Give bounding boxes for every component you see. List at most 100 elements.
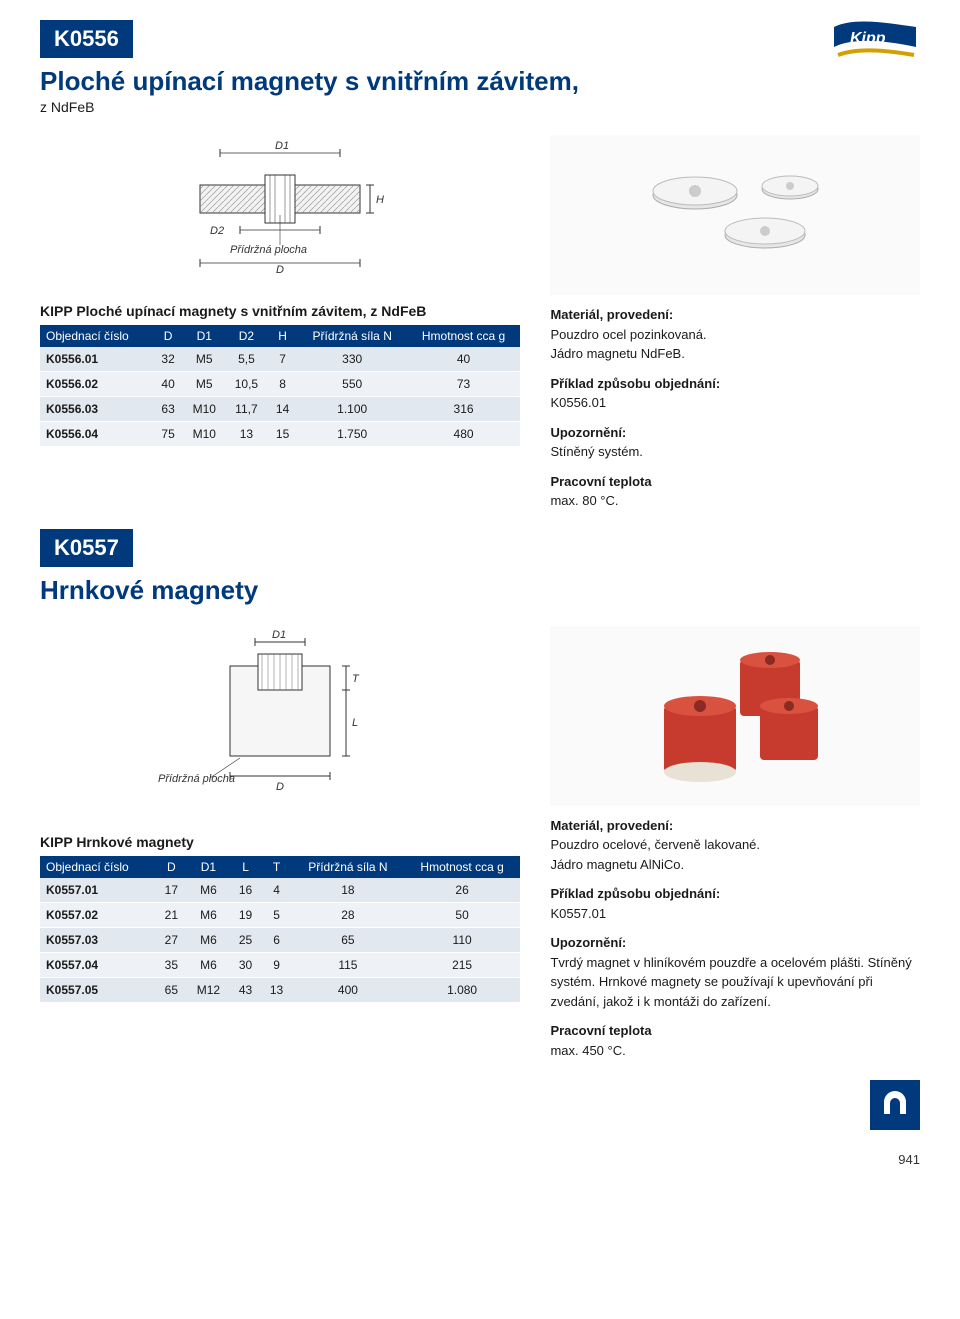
info-text: max. 80 °C. (550, 491, 920, 511)
th: L (230, 856, 261, 878)
table-cell: 73 (407, 372, 521, 397)
table-cell: 110 (404, 927, 521, 952)
info-heading: Příklad způsobu objednání: (550, 374, 920, 394)
table-cell: 40 (153, 372, 183, 397)
table-cell: K0557.01 (40, 878, 156, 903)
table-cell: K0557.04 (40, 952, 156, 977)
table-cell: 11,7 (225, 397, 267, 422)
table-cell: M12 (187, 977, 230, 1002)
product-code-badge: K0557 (40, 529, 133, 567)
table-cell: 1.750 (298, 422, 407, 447)
table-cell: 7 (267, 347, 297, 372)
spec-table-k0556: Objednací číslo D D1 D2 H Přídržná síla … (40, 325, 520, 447)
product-title: Hrnkové magnety (40, 575, 920, 606)
th: Objednací číslo (40, 325, 153, 347)
svg-text:H: H (376, 194, 384, 206)
info-heading: Materiál, provedení: (550, 816, 920, 836)
table-caption: KIPP Ploché upínací magnety s vnitřním z… (40, 303, 520, 319)
svg-text:D1: D1 (272, 629, 286, 641)
table-cell: 4 (261, 878, 292, 903)
info-text: K0556.01 (550, 393, 920, 413)
table-cell: 400 (292, 977, 404, 1002)
table-row: K0556.0240M510,5855073 (40, 372, 520, 397)
table-cell: 215 (404, 952, 521, 977)
table-cell: K0556.02 (40, 372, 153, 397)
table-cell: 316 (407, 397, 521, 422)
info-heading: Materiál, provedení: (550, 305, 920, 325)
table-cell: 19 (230, 902, 261, 927)
th: D1 (187, 856, 230, 878)
svg-text:D: D (276, 264, 284, 276)
technical-diagram: D1 H D2 Přídržná plocha D (40, 135, 520, 285)
info-text: Jádro magnetu AlNiCo. (550, 855, 920, 875)
table-cell: K0557.05 (40, 977, 156, 1002)
svg-text:Kipp: Kipp (850, 30, 886, 47)
table-cell: 21 (156, 902, 187, 927)
th: Hmotnost cca g (407, 325, 521, 347)
table-cell: 17 (156, 878, 187, 903)
brand-logo: Kipp (830, 20, 920, 68)
svg-text:D: D (276, 781, 284, 793)
table-cell: 5,5 (225, 347, 267, 372)
table-caption: KIPP Hrnkové magnety (40, 834, 520, 850)
table-cell: 550 (298, 372, 407, 397)
info-text: Pouzdro ocel pozinkovaná. (550, 325, 920, 345)
table-cell: M10 (183, 397, 225, 422)
table-row: K0557.0435M6309115215 (40, 952, 520, 977)
product-photo (550, 626, 920, 806)
table-cell: 32 (153, 347, 183, 372)
table-cell: 13 (225, 422, 267, 447)
table-cell: 10,5 (225, 372, 267, 397)
table-cell: 480 (407, 422, 521, 447)
info-text: Stíněný systém. (550, 442, 920, 462)
spec-table-k0557: Objednací číslo D D1 L T Přídržná síla N… (40, 856, 520, 1003)
table-cell: 40 (407, 347, 521, 372)
svg-text:D2: D2 (210, 225, 224, 237)
th: D (153, 325, 183, 347)
th: D (156, 856, 187, 878)
table-cell: 14 (267, 397, 297, 422)
table-row: K0557.0117M61641826 (40, 878, 520, 903)
svg-text:T: T (352, 673, 360, 685)
table-cell: 8 (267, 372, 297, 397)
table-cell: K0556.04 (40, 422, 153, 447)
table-cell: M5 (183, 372, 225, 397)
table-cell: 15 (267, 422, 297, 447)
info-text: max. 450 °C. (550, 1041, 920, 1061)
table-cell: 115 (292, 952, 404, 977)
table-cell: 27 (156, 927, 187, 952)
table-cell: 330 (298, 347, 407, 372)
table-cell: 1.080 (404, 977, 521, 1002)
th: Přídržná síla N (292, 856, 404, 878)
info-text: K0557.01 (550, 904, 920, 924)
table-cell: K0557.03 (40, 927, 156, 952)
table-cell: 5 (261, 902, 292, 927)
info-text: Jádro magnetu NdFeB. (550, 344, 920, 364)
table-cell: 65 (156, 977, 187, 1002)
table-cell: 65 (292, 927, 404, 952)
table-row: K0557.0327M625665110 (40, 927, 520, 952)
th: T (261, 856, 292, 878)
table-cell: 50 (404, 902, 521, 927)
table-row: K0556.0363M1011,7141.100316 (40, 397, 520, 422)
product-title: Ploché upínací magnety s vnitřním závite… (40, 66, 579, 97)
table-cell: 6 (261, 927, 292, 952)
technical-diagram: D1 T L D Přídržná plocha (40, 626, 520, 816)
table-cell: 75 (153, 422, 183, 447)
info-heading: Pracovní teplota (550, 472, 920, 492)
svg-text:Přídržná plocha: Přídržná plocha (158, 773, 235, 785)
th: D1 (183, 325, 225, 347)
table-cell: 25 (230, 927, 261, 952)
table-cell: 13 (261, 977, 292, 1002)
info-text: Pouzdro ocelové, červeně lakované. (550, 835, 920, 855)
product-subtitle: z NdFeB (40, 99, 579, 115)
table-cell: K0556.03 (40, 397, 153, 422)
info-heading: Příklad způsobu objednání: (550, 884, 920, 904)
table-cell: 26 (404, 878, 521, 903)
table-cell: M6 (187, 952, 230, 977)
info-heading: Upozornění: (550, 933, 920, 953)
table-cell: 43 (230, 977, 261, 1002)
info-text: Tvrdý magnet v hliníkovém pouzdře a ocel… (550, 953, 920, 1012)
svg-text:L: L (352, 717, 358, 729)
table-row: K0556.0132M55,5733040 (40, 347, 520, 372)
